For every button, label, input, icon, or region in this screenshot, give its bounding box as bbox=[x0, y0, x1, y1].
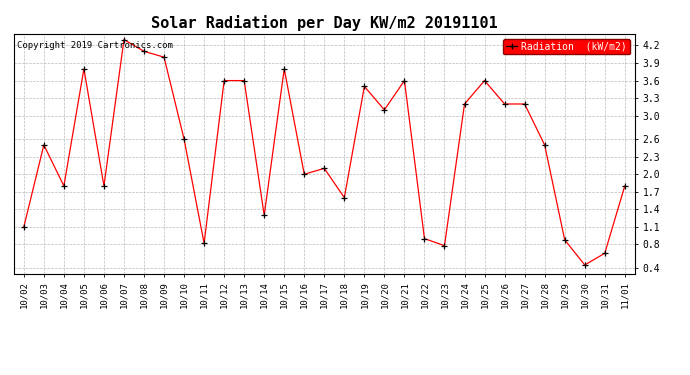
Radiation  (kW/m2) bbox=[580, 263, 589, 267]
Radiation  (kW/m2) bbox=[140, 49, 148, 54]
Radiation  (kW/m2) bbox=[340, 195, 348, 200]
Radiation  (kW/m2) bbox=[560, 237, 569, 242]
Radiation  (kW/m2) bbox=[540, 143, 549, 147]
Radiation  (kW/m2) bbox=[600, 251, 609, 255]
Radiation  (kW/m2) bbox=[300, 172, 308, 177]
Radiation  (kW/m2) bbox=[120, 38, 128, 42]
Radiation  (kW/m2) bbox=[420, 236, 428, 241]
Radiation  (kW/m2) bbox=[200, 241, 208, 246]
Radiation  (kW/m2) bbox=[400, 78, 408, 83]
Radiation  (kW/m2) bbox=[620, 184, 629, 188]
Radiation  (kW/m2) bbox=[260, 213, 268, 217]
Radiation  (kW/m2) bbox=[520, 102, 529, 106]
Radiation  (kW/m2) bbox=[180, 137, 188, 141]
Radiation  (kW/m2) bbox=[80, 67, 88, 71]
Radiation  (kW/m2) bbox=[460, 102, 469, 106]
Radiation  (kW/m2) bbox=[280, 67, 288, 71]
Legend: Radiation  (kW/m2): Radiation (kW/m2) bbox=[503, 39, 630, 54]
Radiation  (kW/m2) bbox=[220, 78, 228, 83]
Radiation  (kW/m2) bbox=[100, 184, 108, 188]
Radiation  (kW/m2) bbox=[160, 55, 168, 59]
Radiation  (kW/m2) bbox=[440, 243, 449, 248]
Title: Solar Radiation per Day KW/m2 20191101: Solar Radiation per Day KW/m2 20191101 bbox=[151, 15, 497, 31]
Radiation  (kW/m2) bbox=[380, 108, 388, 112]
Radiation  (kW/m2) bbox=[500, 102, 509, 106]
Radiation  (kW/m2) bbox=[40, 143, 48, 147]
Text: Copyright 2019 Cartronics.com: Copyright 2019 Cartronics.com bbox=[17, 41, 172, 50]
Radiation  (kW/m2) bbox=[240, 78, 248, 83]
Radiation  (kW/m2) bbox=[60, 184, 68, 188]
Radiation  (kW/m2) bbox=[320, 166, 328, 171]
Radiation  (kW/m2) bbox=[360, 84, 368, 88]
Radiation  (kW/m2) bbox=[20, 225, 28, 229]
Radiation  (kW/m2) bbox=[480, 78, 489, 83]
Line: Radiation  (kW/m2): Radiation (kW/m2) bbox=[21, 37, 628, 268]
